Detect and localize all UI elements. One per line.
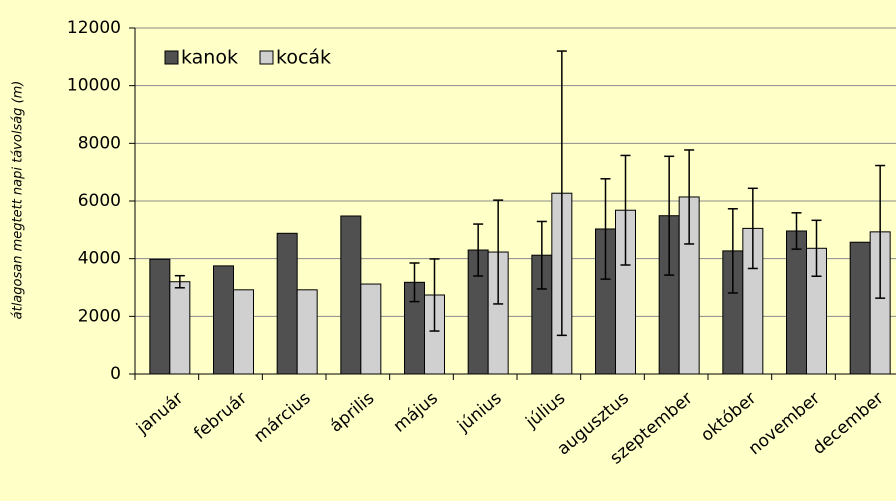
error-bar [536, 220, 547, 290]
y-tick-label: 10000 [67, 76, 121, 96]
bar [360, 283, 382, 375]
error-bar [429, 258, 440, 332]
error-bar [791, 212, 802, 250]
y-tick-label: 12000 [67, 18, 121, 38]
y-tick-label: 0 [110, 364, 121, 384]
error-bar [875, 164, 886, 299]
bar [149, 258, 171, 375]
bar [233, 289, 254, 375]
error-bar [620, 154, 631, 266]
bar [786, 230, 807, 375]
y-tick-label: 8000 [78, 133, 121, 153]
y-axis-label: átlagosan megtett napi távolság (m) [11, 81, 26, 320]
bar [849, 241, 871, 375]
error-bar [556, 50, 567, 337]
bar [296, 289, 318, 375]
error-bar [684, 149, 695, 245]
y-tick-label: 2000 [78, 306, 121, 326]
bar [213, 265, 234, 375]
legend-label: kocák [276, 47, 331, 69]
legend-swatch [259, 50, 274, 65]
error-bar [600, 178, 611, 280]
bar [340, 215, 362, 375]
error-bar [727, 208, 738, 294]
error-bar [473, 223, 484, 277]
error-bar [174, 274, 185, 289]
bar [169, 281, 191, 375]
legend-label: kanok [181, 47, 238, 69]
y-tick-label: 6000 [78, 191, 121, 211]
y-tick-label: 4000 [78, 249, 121, 269]
error-bar [811, 219, 822, 278]
bar [276, 232, 298, 375]
error-bar [409, 262, 420, 303]
legend-swatch [164, 50, 179, 65]
error-bar [747, 187, 758, 270]
error-bar [664, 155, 675, 276]
error-bar [493, 199, 504, 305]
